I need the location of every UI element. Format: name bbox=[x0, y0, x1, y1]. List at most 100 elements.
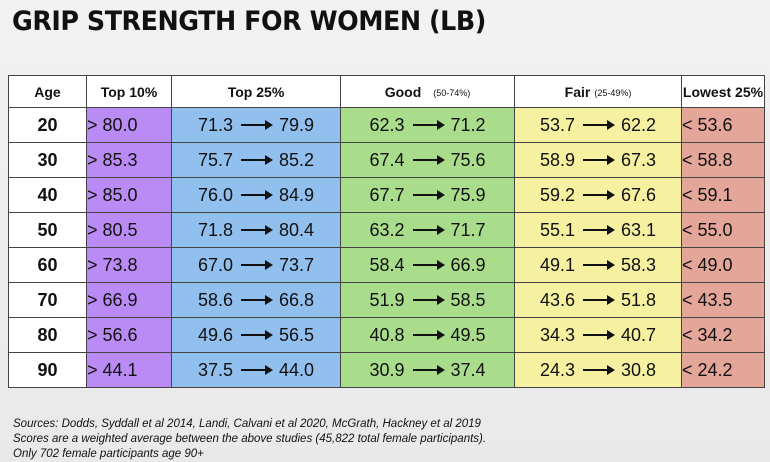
header-fair-label: Fair bbox=[564, 83, 591, 100]
range-high: 66.9 bbox=[450, 254, 486, 275]
range-low: 34.3 bbox=[539, 324, 575, 345]
arrow-right-icon bbox=[412, 365, 445, 375]
range: 24.3 30.8 bbox=[516, 359, 681, 381]
range: 58.9 67.3 bbox=[516, 149, 681, 171]
arrow-right-icon bbox=[412, 225, 445, 235]
arrow-right-icon bbox=[583, 225, 615, 235]
cell-good: 62.3 71.2 bbox=[340, 107, 515, 143]
range-high: 30.8 bbox=[621, 359, 657, 380]
cell-good: 51.9 58.5 bbox=[340, 282, 515, 318]
cell-good: 40.8 49.5 bbox=[340, 317, 515, 353]
header-lowest: Lowest 25% bbox=[681, 75, 765, 108]
cell-top25: 49.6 56.5 bbox=[171, 317, 341, 353]
table-row: 80 > 56.6 49.6 56.5 40.8 49.5 34.3 40.7 < 34.2 bbox=[8, 317, 765, 353]
range-high: 58.3 bbox=[621, 254, 657, 275]
range: 53.7 62.2 bbox=[516, 115, 681, 136]
range-high: 56.5 bbox=[279, 324, 315, 345]
range: 37.5 44.0 bbox=[173, 359, 340, 381]
arrow-right-icon bbox=[241, 295, 273, 305]
arrow-right-icon bbox=[241, 260, 273, 270]
range-high: 49.5 bbox=[450, 324, 486, 345]
header-top10: Top 10% bbox=[86, 75, 172, 108]
range: 76.0 84.9 bbox=[173, 184, 340, 206]
cell-age: 90 bbox=[8, 352, 87, 388]
footnotes: Sources: Dodds, Syddall et al 2014, Land… bbox=[13, 417, 486, 462]
range: 58.4 66.9 bbox=[342, 254, 514, 276]
range-low: 71.3 bbox=[197, 114, 233, 135]
range-high: 44.0 bbox=[279, 359, 315, 380]
arrow-right-icon bbox=[241, 365, 273, 375]
cell-top25: 71.3 79.9 bbox=[171, 107, 341, 143]
range-high: 51.8 bbox=[621, 289, 657, 310]
cell-age: 50 bbox=[8, 212, 87, 248]
cell-top10: > 85.0 bbox=[86, 177, 172, 213]
cell-good: 67.7 75.9 bbox=[340, 177, 515, 213]
cell-top10: > 80.0 bbox=[86, 107, 172, 143]
range: 40.8 49.5 bbox=[342, 324, 514, 346]
range-low: 55.1 bbox=[539, 219, 575, 240]
header-fair: Fair (25-49%) bbox=[514, 75, 682, 108]
header-top25: Top 25% bbox=[171, 75, 341, 108]
range: 59.2 67.6 bbox=[516, 184, 681, 206]
range: 71.3 79.9 bbox=[173, 114, 340, 136]
range-high: 63.1 bbox=[621, 219, 657, 240]
header-fair-range: (25-49%) bbox=[594, 87, 632, 98]
range-low: 58.4 bbox=[369, 254, 405, 275]
arrow-right-icon bbox=[583, 120, 615, 130]
cell-good: 58.4 66.9 bbox=[340, 247, 515, 283]
range-low: 67.4 bbox=[369, 149, 405, 170]
cell-fair: 58.9 67.3 bbox=[514, 142, 682, 178]
footnote-weighting: Scores are a weighted average between th… bbox=[13, 433, 487, 445]
table-row: 30 > 85.3 75.7 85.2 67.4 75.6 58.9 67.3 < 58.8 bbox=[8, 142, 765, 178]
arrow-right-icon bbox=[241, 120, 273, 130]
range-low: 62.3 bbox=[369, 114, 405, 135]
arrow-right-icon bbox=[241, 225, 273, 235]
range-high: 79.9 bbox=[279, 114, 315, 135]
arrow-right-icon bbox=[583, 260, 615, 270]
cell-lowest: < 43.5 bbox=[681, 282, 765, 318]
table-row: 20 > 80.0 71.3 79.9 62.3 71.2 53.7 62.2 < 53.6 bbox=[8, 107, 765, 143]
table-body: 20 > 80.0 71.3 79.9 62.3 71.2 53.7 62.2 < 53.6 30… bbox=[8, 107, 765, 388]
arrow-right-icon bbox=[241, 155, 273, 165]
range-high: 58.5 bbox=[450, 289, 486, 310]
arrow-right-icon bbox=[583, 190, 615, 200]
range-low: 63.2 bbox=[369, 219, 405, 240]
grip-strength-table: Age Top 10% Top 25% Good (50-74%) Fair (25… bbox=[8, 75, 765, 388]
range-high: 85.2 bbox=[279, 149, 315, 170]
cell-fair: 43.6 51.8 bbox=[514, 282, 682, 318]
cell-fair: 34.3 40.7 bbox=[514, 317, 682, 353]
range-low: 40.8 bbox=[369, 324, 405, 345]
range-high: 40.7 bbox=[621, 324, 657, 345]
range: 62.3 71.2 bbox=[342, 114, 514, 136]
range-high: 80.4 bbox=[279, 219, 315, 240]
cell-good: 63.2 71.7 bbox=[340, 212, 515, 248]
cell-top25: 75.7 85.2 bbox=[171, 142, 341, 178]
arrow-right-icon bbox=[583, 365, 615, 375]
page-title: GRIP STRENGTH FOR WOMEN (LB) bbox=[12, 6, 486, 37]
cell-top10: > 66.9 bbox=[86, 282, 172, 318]
header-good-label: Good bbox=[384, 83, 422, 100]
header-good: Good (50-74%) bbox=[340, 75, 515, 108]
cell-top25: 76.0 84.9 bbox=[171, 177, 341, 213]
range: 49.1 58.3 bbox=[516, 254, 681, 276]
cell-age: 30 bbox=[8, 142, 87, 178]
range-low: 24.3 bbox=[539, 359, 575, 380]
range: 71.8 80.4 bbox=[173, 219, 340, 241]
cell-good: 67.4 75.6 bbox=[340, 142, 515, 178]
range: 55.1 63.1 bbox=[516, 219, 681, 241]
cell-top25: 58.6 66.8 bbox=[171, 282, 341, 318]
arrow-right-icon bbox=[412, 120, 445, 130]
range-low: 67.7 bbox=[369, 184, 405, 205]
range-low: 49.6 bbox=[197, 324, 233, 345]
footnote-participants: Only 702 female participants age 90+ bbox=[13, 448, 204, 460]
range-high: 67.3 bbox=[621, 149, 657, 170]
range-high: 84.9 bbox=[279, 184, 315, 205]
header-age: Age bbox=[8, 75, 87, 108]
arrow-right-icon bbox=[412, 155, 445, 165]
range: 67.7 75.9 bbox=[342, 184, 514, 206]
cell-lowest: < 49.0 bbox=[681, 247, 765, 283]
arrow-right-icon bbox=[583, 330, 615, 340]
cell-lowest: < 59.1 bbox=[681, 177, 765, 213]
range-high: 67.6 bbox=[621, 184, 657, 205]
arrow-right-icon bbox=[412, 190, 445, 200]
